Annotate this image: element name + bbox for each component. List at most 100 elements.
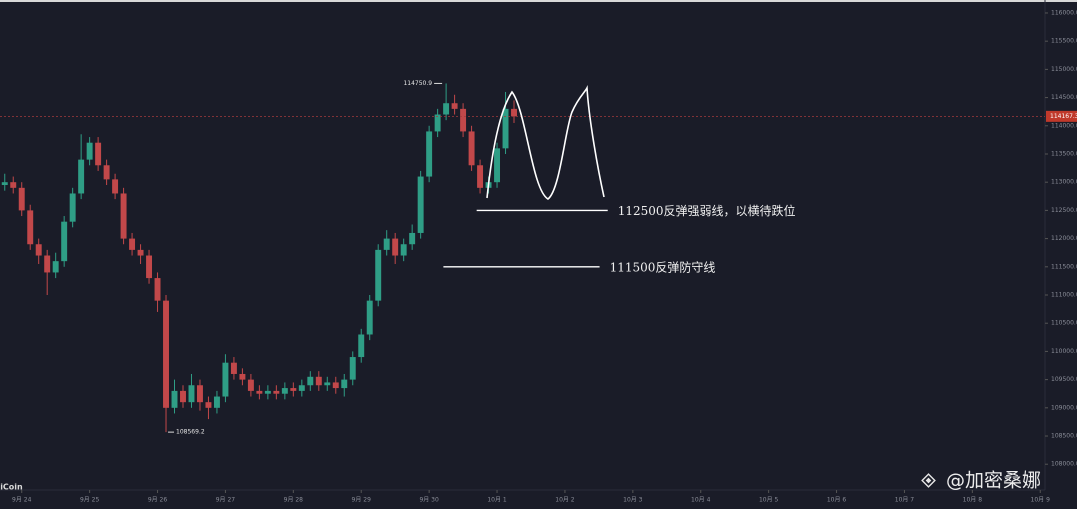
candle-body xyxy=(35,244,42,256)
candle-body xyxy=(103,165,110,180)
candle-body xyxy=(18,187,25,211)
candle-body xyxy=(154,278,161,301)
x-tick-label: 9月 30 xyxy=(419,497,439,504)
candle-body xyxy=(341,379,348,389)
candle-body xyxy=(443,103,450,115)
y-tick-label: 116000.0 xyxy=(1051,9,1077,16)
candle-body xyxy=(434,114,441,132)
candle-body xyxy=(460,108,467,132)
candle-body xyxy=(27,210,34,245)
x-tick-label: 10月 4 xyxy=(691,497,711,504)
candle-body xyxy=(366,300,373,335)
y-tick-label: 115500.0 xyxy=(1051,38,1077,45)
y-tick-label: 110500.0 xyxy=(1051,320,1077,327)
candle-body xyxy=(213,396,220,408)
last-price-label: 114167.3 xyxy=(1050,113,1077,120)
x-tick-label: 9月 27 xyxy=(216,497,236,504)
y-tick-label: 108500.0 xyxy=(1051,433,1077,440)
y-tick-label: 112000.0 xyxy=(1051,235,1077,242)
candle-body xyxy=(502,108,509,149)
candle-body xyxy=(307,376,314,386)
candle-body xyxy=(417,176,424,233)
candle-body xyxy=(511,108,517,117)
x-tick-label: 10月 7 xyxy=(895,497,915,504)
candle-body xyxy=(451,103,458,109)
candle-body xyxy=(196,385,203,403)
candle-body xyxy=(61,221,68,262)
x-tick-label: 9月 28 xyxy=(284,497,304,504)
author: @加密桑娜 xyxy=(946,470,1041,492)
x-tick-label: 10月 2 xyxy=(555,497,575,504)
candle-body xyxy=(129,238,136,250)
candle-body xyxy=(375,249,382,301)
x-tick-label: 9月 25 xyxy=(80,497,100,504)
candle-body xyxy=(290,388,297,391)
candle-body xyxy=(86,142,93,160)
candle-body xyxy=(383,238,390,250)
y-tick-label: 110000.0 xyxy=(1051,348,1077,355)
candle-body xyxy=(180,390,186,403)
candle-body xyxy=(44,255,51,273)
y-tick-label: 112500.0 xyxy=(1051,207,1077,214)
author-logo xyxy=(921,473,936,488)
candle-body xyxy=(332,382,339,389)
candle-body xyxy=(298,385,305,391)
x-tick-label: 10月 1 xyxy=(487,497,507,504)
candle-body xyxy=(137,249,144,256)
candle-body xyxy=(358,334,365,358)
candle-body xyxy=(349,357,356,380)
candle-body xyxy=(112,179,119,194)
last-price-tag xyxy=(1046,110,1077,122)
y-tick-label: 114000.0 xyxy=(1051,122,1077,129)
candle-body xyxy=(247,379,254,391)
candle-body xyxy=(78,159,85,194)
candle-body xyxy=(230,362,237,374)
y-tick-label: 109500.0 xyxy=(1051,376,1077,383)
y-tick-label: 115000.0 xyxy=(1051,66,1077,73)
y-tick-label: 113500.0 xyxy=(1051,150,1077,157)
candle-body xyxy=(163,300,169,408)
candle-body xyxy=(205,402,212,408)
y-tick-label: 113000.0 xyxy=(1051,179,1077,186)
candle-body xyxy=(188,385,195,403)
min-label: 108569.2 xyxy=(176,429,205,436)
max-label: 114750.9 xyxy=(403,80,432,87)
candle-body xyxy=(171,390,178,408)
candle-body xyxy=(281,388,288,394)
annotation-text: 112500反弹强弱线，以横待跌位 xyxy=(618,203,796,218)
candle-body xyxy=(392,238,399,256)
watermark: AiCoin xyxy=(0,483,23,492)
pattern-sketch xyxy=(486,84,605,200)
plot: 116000.0 115500.0 115000.0 114500.0 114000.0… xyxy=(0,9,1077,504)
candle-body xyxy=(324,382,331,386)
y-tick-label: 111500.0 xyxy=(1051,263,1077,270)
x-tick-label: 10月 8 xyxy=(963,497,983,504)
x-tick-label: 9月 26 xyxy=(148,497,168,504)
annotation-text: 111500反弹防守线 xyxy=(610,259,716,274)
candle-body xyxy=(52,261,59,273)
candle-body xyxy=(400,244,407,256)
candle-body xyxy=(494,148,501,183)
x-tick-label: 9月 29 xyxy=(352,497,372,504)
candle-body xyxy=(69,193,76,222)
candle-body xyxy=(95,142,102,166)
candle-body xyxy=(468,131,475,166)
candle-body xyxy=(426,131,433,177)
y-tick-label: 111000.0 xyxy=(1051,292,1077,299)
candle-body xyxy=(315,376,322,386)
x-tick-label: 9月 24 xyxy=(12,497,32,504)
y-tick-label: 114500.0 xyxy=(1051,94,1077,101)
candle-body xyxy=(146,255,153,279)
candle-body xyxy=(273,390,280,394)
candle-body xyxy=(239,373,246,380)
candle-body xyxy=(120,193,127,239)
y-tick-label: 109000.0 xyxy=(1051,404,1077,411)
logo-core xyxy=(925,477,932,484)
candle-body xyxy=(409,232,416,245)
candle-body xyxy=(477,165,484,188)
candle-body xyxy=(1,182,8,186)
y-tick-label: 108000.0 xyxy=(1051,461,1077,468)
x-tick-label: 10月 3 xyxy=(623,497,643,504)
